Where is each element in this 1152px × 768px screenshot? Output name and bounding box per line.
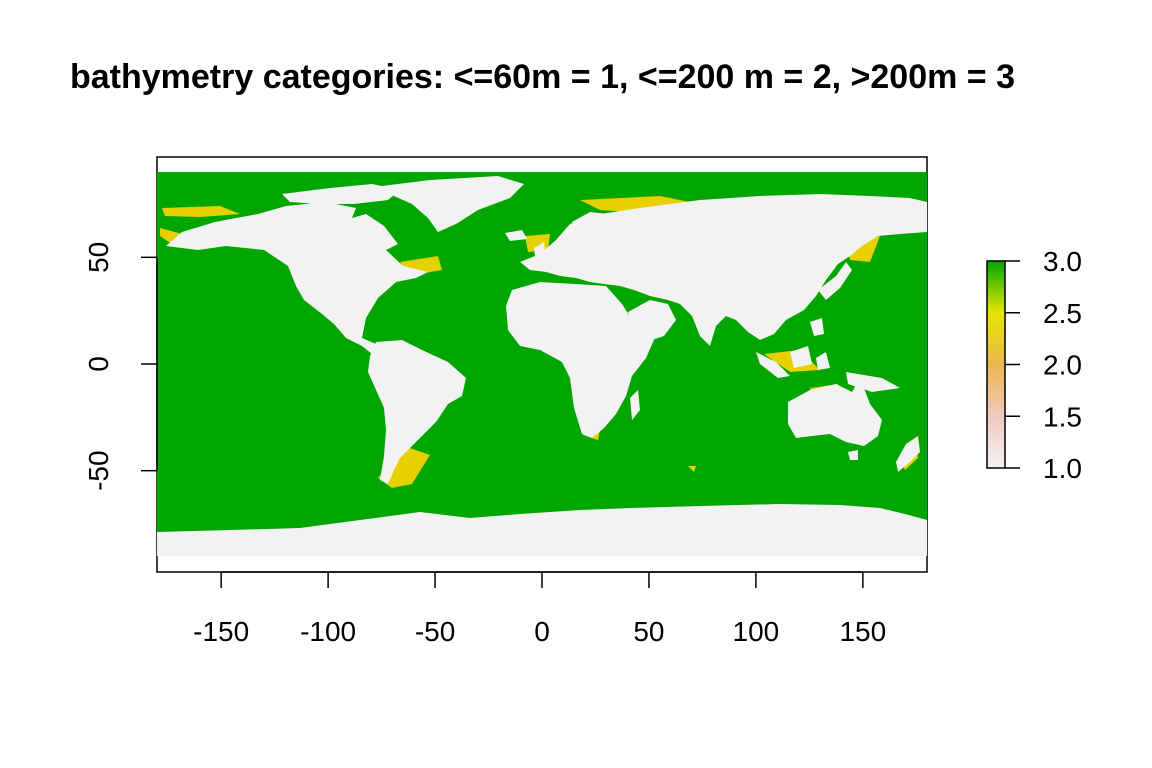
land-australia — [788, 378, 882, 446]
land-indonesia — [756, 318, 900, 392]
legend-colorbar — [986, 260, 1006, 469]
land-antarctica — [157, 504, 927, 556]
land-tasmania — [848, 450, 858, 460]
plot-title: bathymetry categories: <=60m = 1, <=200 … — [69, 58, 1016, 96]
x-axis: -150 -100 -50 0 50 100 150 — [193, 571, 886, 647]
legend-tick-label: 2.0 — [1043, 350, 1082, 381]
x-tick-label: 100 — [733, 616, 780, 647]
legend-tick-label: 1.5 — [1043, 401, 1082, 432]
legend-tick-label: 3.0 — [1043, 246, 1082, 277]
x-tick-label: -50 — [415, 616, 455, 647]
y-axis: -50 0 50 — [83, 242, 158, 491]
x-tick-label: -100 — [300, 616, 356, 647]
legend-tick-label: 2.5 — [1043, 298, 1082, 329]
bathymetry-raster — [157, 172, 927, 556]
land-japan — [818, 262, 852, 300]
land-madagascar — [630, 390, 640, 420]
y-tick-label: 50 — [83, 242, 114, 273]
land-greenland — [382, 176, 524, 232]
land-new-zealand — [896, 436, 920, 472]
x-tick-label: -150 — [193, 616, 249, 647]
land-africa — [506, 282, 654, 438]
x-tick-label: 150 — [839, 616, 886, 647]
land-iceland — [505, 230, 527, 241]
y-tick-label: -50 — [83, 450, 114, 490]
color-legend: 1.0 1.5 2.0 2.5 3.0 — [986, 246, 1082, 484]
land-scandinavia — [572, 212, 608, 252]
legend-tick-label: 1.0 — [1043, 453, 1082, 484]
land-canadian-arctic — [282, 184, 400, 204]
land-british-isles — [534, 242, 546, 264]
y-tick-label: 0 — [83, 356, 114, 372]
land-south-america — [368, 340, 466, 484]
land-eurasia — [520, 194, 927, 346]
x-tick-label: 0 — [534, 616, 550, 647]
land-north-america — [166, 202, 428, 354]
x-tick-label: 50 — [633, 616, 664, 647]
